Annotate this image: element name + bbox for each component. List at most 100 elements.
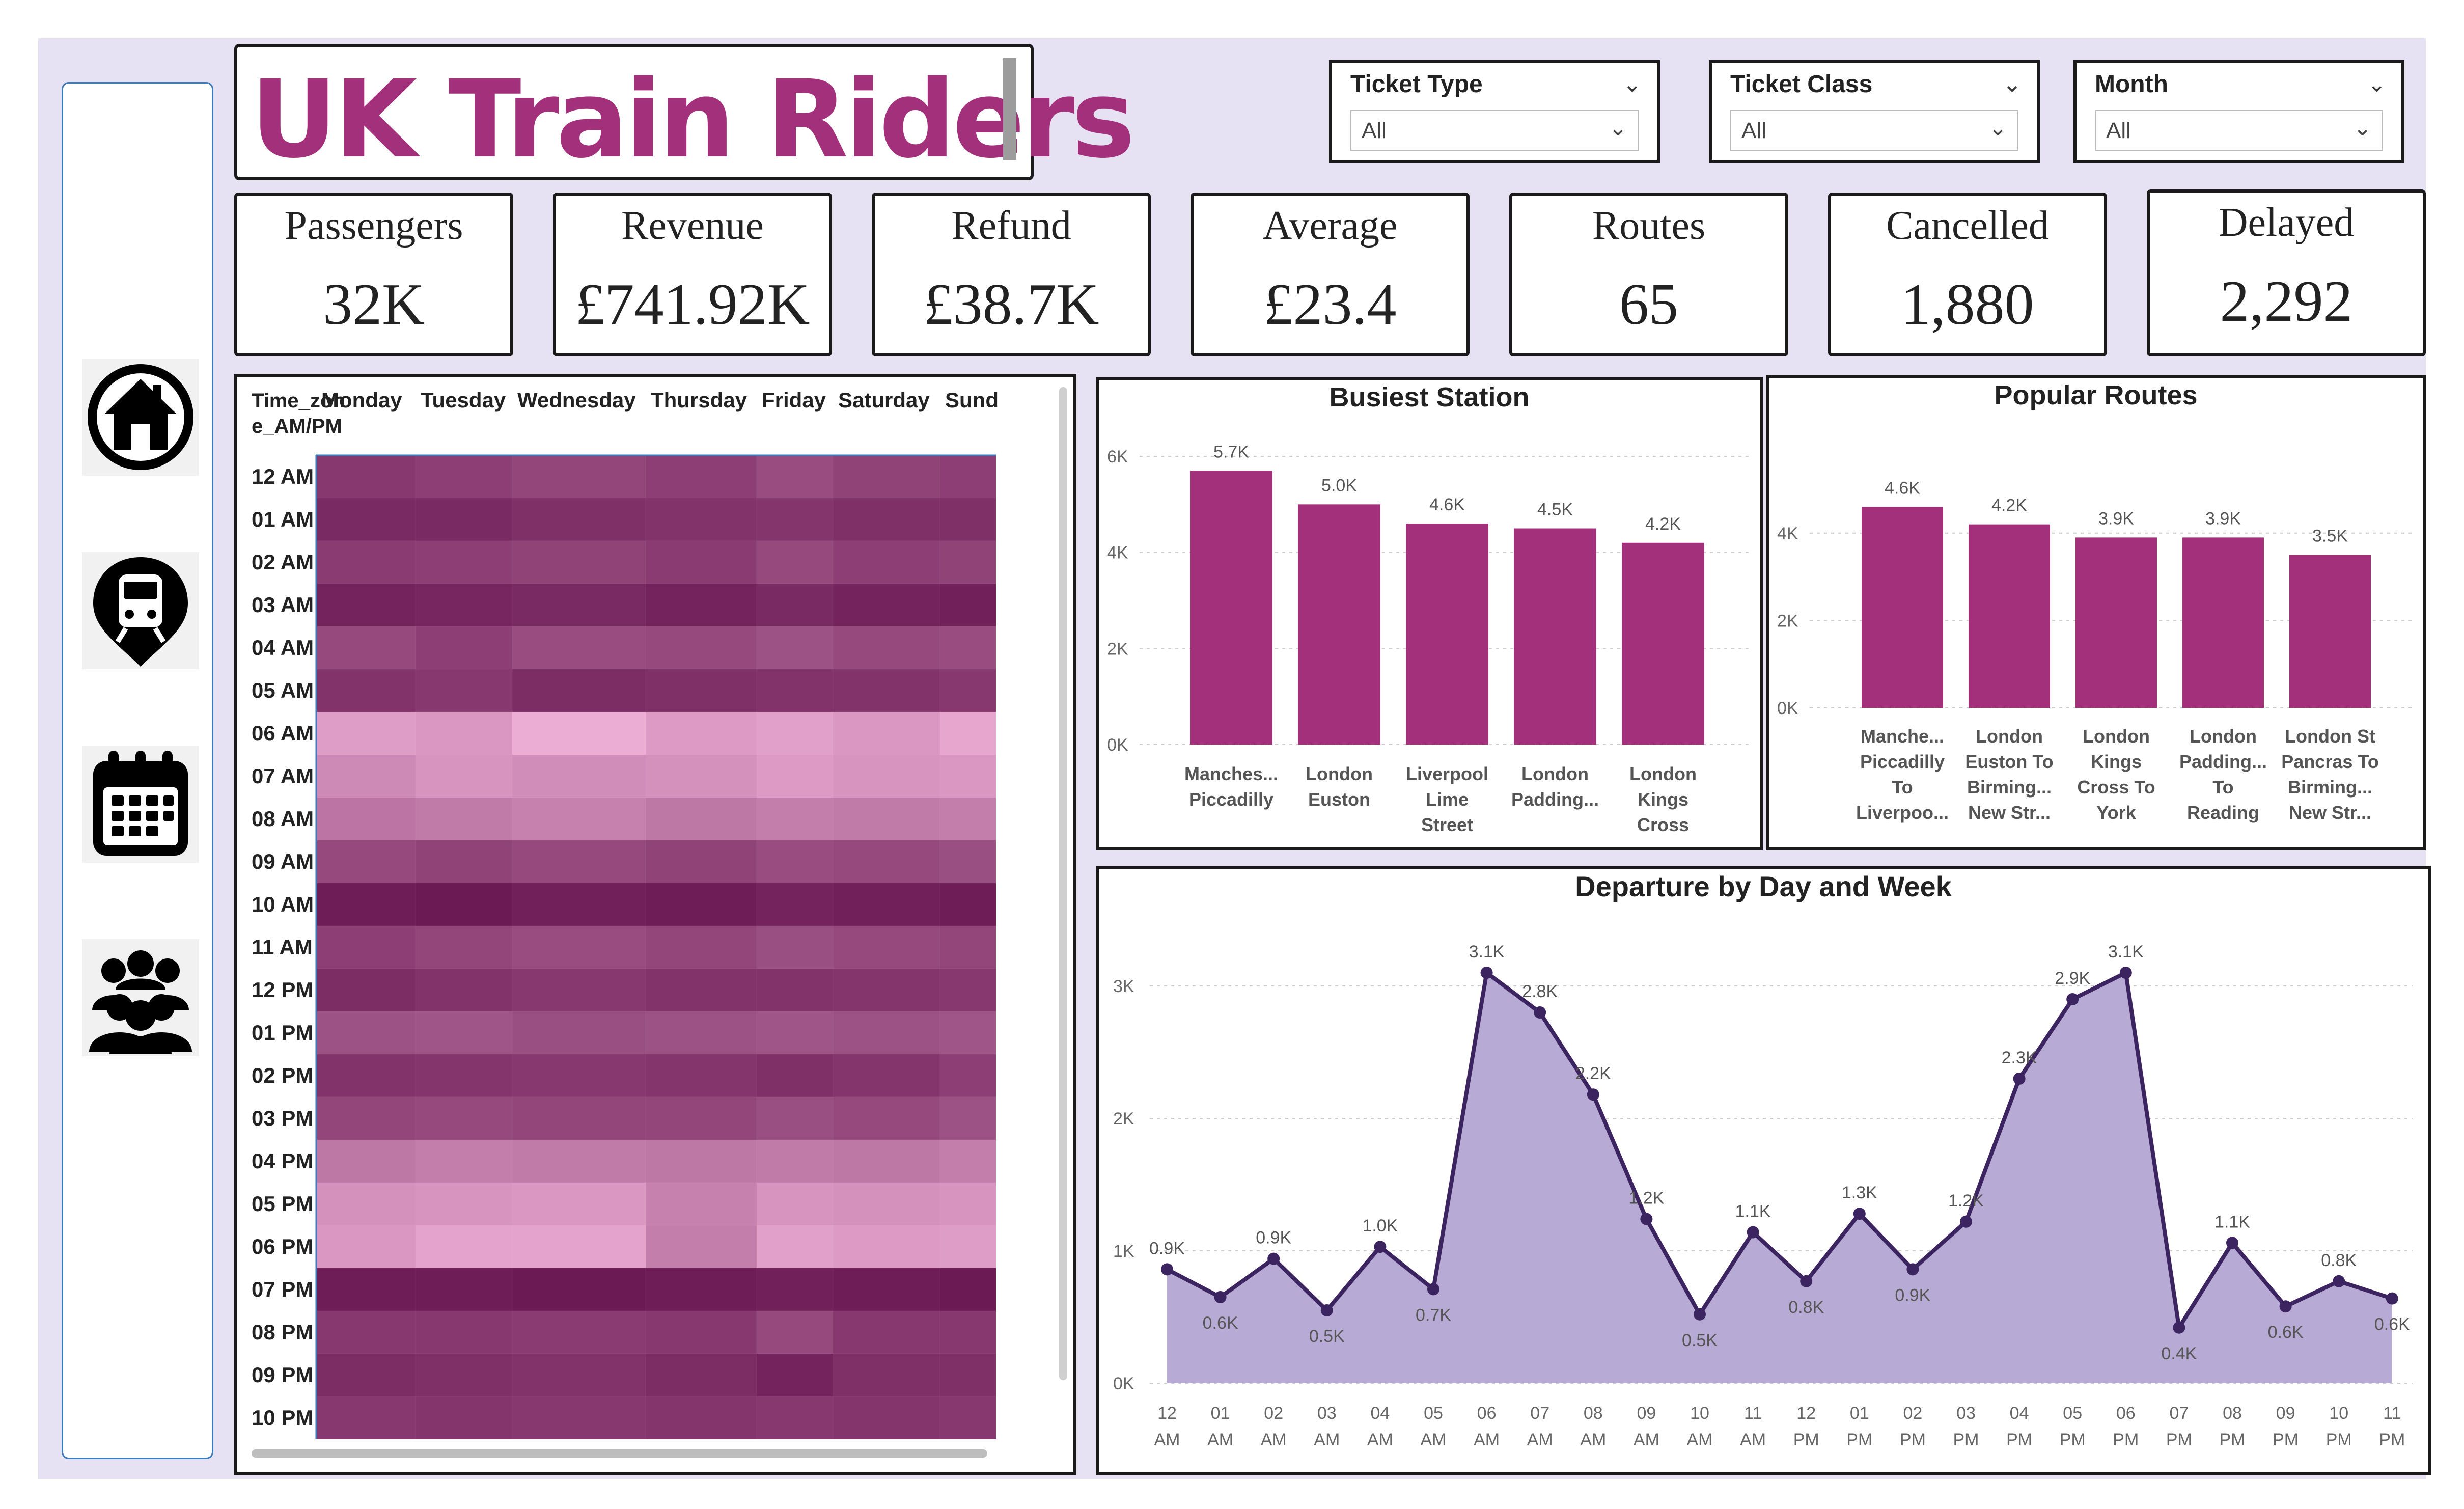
x-tick-label: AM — [1314, 1430, 1340, 1449]
x-tick-label: PM — [2166, 1430, 2192, 1449]
heatmap-cell — [756, 498, 834, 541]
chart-title: Popular Routes — [1994, 380, 2197, 410]
y-tick-label: 4K — [1107, 543, 1128, 563]
heatmap-cell — [512, 1310, 646, 1354]
x-tick-label: 02 — [1903, 1404, 1922, 1423]
x-tick-label: 07 — [1530, 1404, 1549, 1423]
heatmap-cell — [756, 1268, 834, 1311]
kpi-refund: Refund £38.7K — [872, 193, 1151, 356]
home-icon[interactable] — [82, 359, 199, 476]
heatmap-cell — [756, 925, 834, 969]
heatmap-cell — [645, 626, 757, 670]
heatmap-cell — [756, 840, 834, 884]
ticket-class-slicer[interactable]: Ticket Class ⌄ All ⌄ — [1709, 60, 2040, 163]
x-tick-label: AM — [1687, 1430, 1713, 1449]
heatmap-cell — [833, 968, 940, 1012]
heatmap-row-label: 10 PM — [252, 1406, 313, 1430]
people-icon[interactable] — [82, 939, 199, 1056]
calendar-icon[interactable] — [82, 746, 199, 863]
kpi-routes: Routes 65 — [1509, 193, 1788, 356]
heatmap-cell — [415, 925, 513, 969]
heatmap-cell — [645, 540, 757, 584]
y-tick-label: 0K — [1777, 699, 1798, 718]
heatmap-row-label: 03 AM — [252, 593, 314, 617]
x-tick-label: Birming... — [1967, 777, 2052, 798]
ticket-class-dropdown[interactable]: All ⌄ — [1730, 110, 2018, 151]
x-tick-label: Cross — [1637, 814, 1689, 835]
heatmap-cell — [939, 968, 996, 1012]
heatmap-cell — [512, 455, 646, 499]
heatmap-cell — [756, 540, 834, 584]
x-tick-label: 09 — [2276, 1404, 2295, 1423]
chevron-down-icon[interactable]: ⌄ — [1623, 71, 1642, 97]
x-tick-label: Pancras To — [2281, 751, 2378, 772]
data-label: 1.2K — [1948, 1191, 1984, 1211]
heatmap-row-label: 07 PM — [252, 1277, 313, 1301]
heatmap-cell — [756, 1096, 834, 1140]
heatmap-cell — [415, 1310, 513, 1354]
data-point — [1853, 1208, 1866, 1220]
chevron-down-icon[interactable]: ⌄ — [1988, 115, 2007, 141]
heatmap-cell — [756, 968, 834, 1012]
heatmap-row-label: 06 PM — [252, 1234, 313, 1258]
y-tick-label: 2K — [1113, 1109, 1134, 1129]
heatmap-cell — [512, 1096, 646, 1140]
chevron-down-icon[interactable]: ⌄ — [2367, 71, 2386, 97]
heatmap-cell — [645, 1011, 757, 1055]
heatmap-cell — [512, 1011, 646, 1055]
heatmap-row-label: 09 AM — [252, 849, 314, 873]
data-point — [1960, 1215, 1972, 1228]
x-tick-label: Kings — [2091, 751, 2142, 772]
data-label: 0.8K — [2321, 1251, 2357, 1270]
heatmap-cell — [512, 1396, 646, 1440]
y-tick-label: 1K — [1113, 1242, 1134, 1261]
x-tick-label: 01 — [1850, 1404, 1869, 1423]
data-point — [2333, 1275, 2345, 1287]
heatmap-cell — [415, 1182, 513, 1226]
month-slicer[interactable]: Month ⌄ All ⌄ — [2073, 60, 2404, 163]
heatmap-cell — [833, 1054, 940, 1098]
chevron-down-icon[interactable]: ⌄ — [2003, 71, 2022, 97]
heatmap-cell — [316, 711, 416, 755]
heatmap-cell — [512, 711, 646, 755]
heatmap-cell — [645, 1353, 757, 1397]
heatmap-cell — [415, 797, 513, 841]
heatmap-cell — [415, 540, 513, 584]
heatmap-cell — [512, 797, 646, 841]
heatmap-cell — [512, 754, 646, 798]
heatmap-cell — [939, 1396, 996, 1440]
heatmap-cell — [415, 1096, 513, 1140]
data-label: 3.1K — [1469, 942, 1505, 962]
ticket-type-dropdown[interactable]: All ⌄ — [1350, 110, 1639, 151]
heatmap-row-label: 09 PM — [252, 1363, 313, 1387]
heatmap-cell — [645, 1096, 757, 1140]
heatmap-horizontal-scrollbar — [252, 1449, 987, 1458]
heatmap-cell — [833, 1096, 940, 1140]
heatmap-cell — [316, 1096, 416, 1140]
data-label: 3.9K — [2098, 509, 2134, 528]
month-dropdown[interactable]: All ⌄ — [2095, 110, 2383, 151]
heatmap-cell — [645, 883, 757, 926]
heatmap-cell — [512, 669, 646, 712]
x-tick-label: 06 — [2116, 1404, 2136, 1423]
heatmap-cell — [939, 455, 996, 499]
chevron-down-icon[interactable]: ⌄ — [1609, 115, 1627, 141]
heatmap-cell — [415, 455, 513, 499]
data-point — [1267, 1252, 1280, 1265]
x-tick-label: Cross To — [2077, 777, 2155, 798]
chevron-down-icon[interactable]: ⌄ — [2353, 115, 2372, 141]
data-point — [2173, 1321, 2185, 1334]
heatmap-cell — [756, 1139, 834, 1183]
x-tick-label: 05 — [1424, 1404, 1443, 1423]
heatmap-cell — [756, 711, 834, 755]
station-pin-icon[interactable] — [82, 552, 199, 669]
heatmap-cell — [939, 711, 996, 755]
x-tick-label: Liverpool — [1406, 763, 1488, 784]
ticket-type-slicer[interactable]: Ticket Type ⌄ All ⌄ — [1329, 60, 1660, 163]
data-point — [2279, 1300, 2292, 1313]
data-label: 4.5K — [1537, 500, 1573, 519]
heatmap-cell — [415, 840, 513, 884]
heatmap-cell — [512, 498, 646, 541]
x-tick-label: PM — [1793, 1430, 1819, 1449]
data-label: 0.8K — [1788, 1298, 1824, 1317]
